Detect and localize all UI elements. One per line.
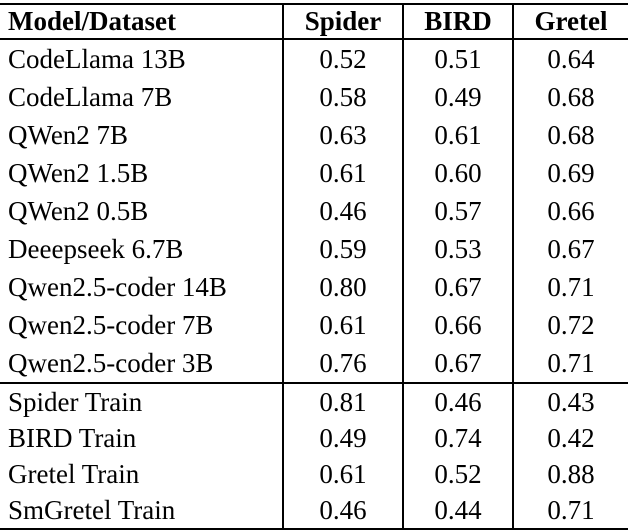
bird-value-cell: 0.61 bbox=[402, 116, 513, 154]
gretel-value-cell: 0.68 bbox=[512, 78, 628, 116]
spider-value-cell: 0.76 bbox=[282, 344, 403, 383]
model-name-cell: Qwen2.5-coder 7B bbox=[8, 309, 214, 340]
table-row: Spider Train 0.81 0.46 0.43 bbox=[0, 383, 628, 420]
spider-value-cell: 0.46 bbox=[282, 492, 403, 529]
spider-value-cell: 0.46 bbox=[282, 192, 403, 230]
spider-value-cell: 0.61 bbox=[282, 306, 403, 344]
model-name-cell: Spider Train bbox=[8, 386, 143, 417]
bird-value-cell: 0.49 bbox=[402, 78, 513, 116]
gretel-value-cell: 0.71 bbox=[512, 492, 628, 529]
column-header-spider: Spider bbox=[282, 4, 403, 40]
spider-value-cell: 0.80 bbox=[282, 268, 403, 306]
bird-value-cell: 0.74 bbox=[402, 420, 513, 456]
table-row: Qwen2.5-coder 14B 0.80 0.67 0.71 bbox=[0, 268, 628, 306]
bird-value-cell: 0.66 bbox=[402, 306, 513, 344]
model-name-cell: QWen2 1.5B bbox=[8, 157, 149, 188]
spider-value-cell: 0.58 bbox=[282, 78, 403, 116]
model-name-cell: Qwen2.5-coder 14B bbox=[8, 271, 227, 302]
spider-value-cell: 0.61 bbox=[282, 154, 403, 192]
model-name-cell: SmGretel Train bbox=[8, 494, 176, 525]
gretel-value-cell: 0.64 bbox=[512, 39, 628, 78]
train-rows-group: Spider Train 0.81 0.46 0.43 BIRD Train 0… bbox=[0, 383, 628, 529]
model-name-cell: Deeepseek 6.7B bbox=[8, 233, 184, 264]
table-row: Deeepseek 6.7B 0.59 0.53 0.67 bbox=[0, 230, 628, 268]
gretel-value-cell: 0.69 bbox=[512, 154, 628, 192]
column-header-model-dataset: Model/Dataset bbox=[0, 4, 283, 40]
bird-value-cell: 0.44 bbox=[402, 492, 513, 529]
bird-value-cell: 0.67 bbox=[402, 344, 513, 383]
header-row: Model/Dataset Spider BIRD Gretel bbox=[0, 4, 628, 40]
column-header-bird: BIRD bbox=[402, 4, 513, 40]
model-name-cell: BIRD Train bbox=[8, 422, 137, 453]
spider-value-cell: 0.49 bbox=[282, 420, 403, 456]
spider-value-cell: 0.52 bbox=[282, 39, 403, 78]
gretel-value-cell: 0.66 bbox=[512, 192, 628, 230]
model-name-cell: CodeLlama 7B bbox=[8, 81, 173, 112]
table-row: SmGretel Train 0.46 0.44 0.71 bbox=[0, 492, 628, 529]
spider-value-cell: 0.59 bbox=[282, 230, 403, 268]
gretel-value-cell: 0.43 bbox=[512, 383, 628, 420]
gretel-value-cell: 0.71 bbox=[512, 268, 628, 306]
bird-value-cell: 0.46 bbox=[402, 383, 513, 420]
bird-value-cell: 0.57 bbox=[402, 192, 513, 230]
model-name-cell: Qwen2.5-coder 3B bbox=[8, 347, 214, 378]
bird-value-cell: 0.67 bbox=[402, 268, 513, 306]
results-table: Model/Dataset Spider BIRD Gretel CodeLla… bbox=[0, 3, 628, 530]
table-row: Qwen2.5-coder 3B 0.76 0.67 0.71 bbox=[0, 344, 628, 383]
column-header-gretel: Gretel bbox=[512, 4, 628, 40]
gretel-value-cell: 0.42 bbox=[512, 420, 628, 456]
table-row: CodeLlama 13B 0.52 0.51 0.64 bbox=[0, 39, 628, 78]
table-row: Gretel Train 0.61 0.52 0.88 bbox=[0, 456, 628, 492]
bird-value-cell: 0.53 bbox=[402, 230, 513, 268]
model-rows-group: CodeLlama 13B 0.52 0.51 0.64 CodeLlama 7… bbox=[0, 39, 628, 383]
table-row: QWen2 7B 0.63 0.61 0.68 bbox=[0, 116, 628, 154]
gretel-value-cell: 0.67 bbox=[512, 230, 628, 268]
gretel-value-cell: 0.71 bbox=[512, 344, 628, 383]
table-row: QWen2 1.5B 0.61 0.60 0.69 bbox=[0, 154, 628, 192]
model-name-cell: QWen2 0.5B bbox=[8, 195, 149, 226]
gretel-value-cell: 0.72 bbox=[512, 306, 628, 344]
table-row: CodeLlama 7B 0.58 0.49 0.68 bbox=[0, 78, 628, 116]
spider-value-cell: 0.81 bbox=[282, 383, 403, 420]
model-name-cell: QWen2 7B bbox=[8, 119, 129, 150]
bird-value-cell: 0.60 bbox=[402, 154, 513, 192]
model-name-cell: CodeLlama 13B bbox=[8, 43, 186, 74]
table-row: Qwen2.5-coder 7B 0.61 0.66 0.72 bbox=[0, 306, 628, 344]
table-header: Model/Dataset Spider BIRD Gretel bbox=[0, 4, 628, 40]
table-row: QWen2 0.5B 0.46 0.57 0.66 bbox=[0, 192, 628, 230]
model-name-cell: Gretel Train bbox=[8, 458, 140, 489]
bird-value-cell: 0.51 bbox=[402, 39, 513, 78]
spider-value-cell: 0.63 bbox=[282, 116, 403, 154]
table-row: BIRD Train 0.49 0.74 0.42 bbox=[0, 420, 628, 456]
spider-value-cell: 0.61 bbox=[282, 456, 403, 492]
gretel-value-cell: 0.88 bbox=[512, 456, 628, 492]
gretel-value-cell: 0.68 bbox=[512, 116, 628, 154]
bird-value-cell: 0.52 bbox=[402, 456, 513, 492]
